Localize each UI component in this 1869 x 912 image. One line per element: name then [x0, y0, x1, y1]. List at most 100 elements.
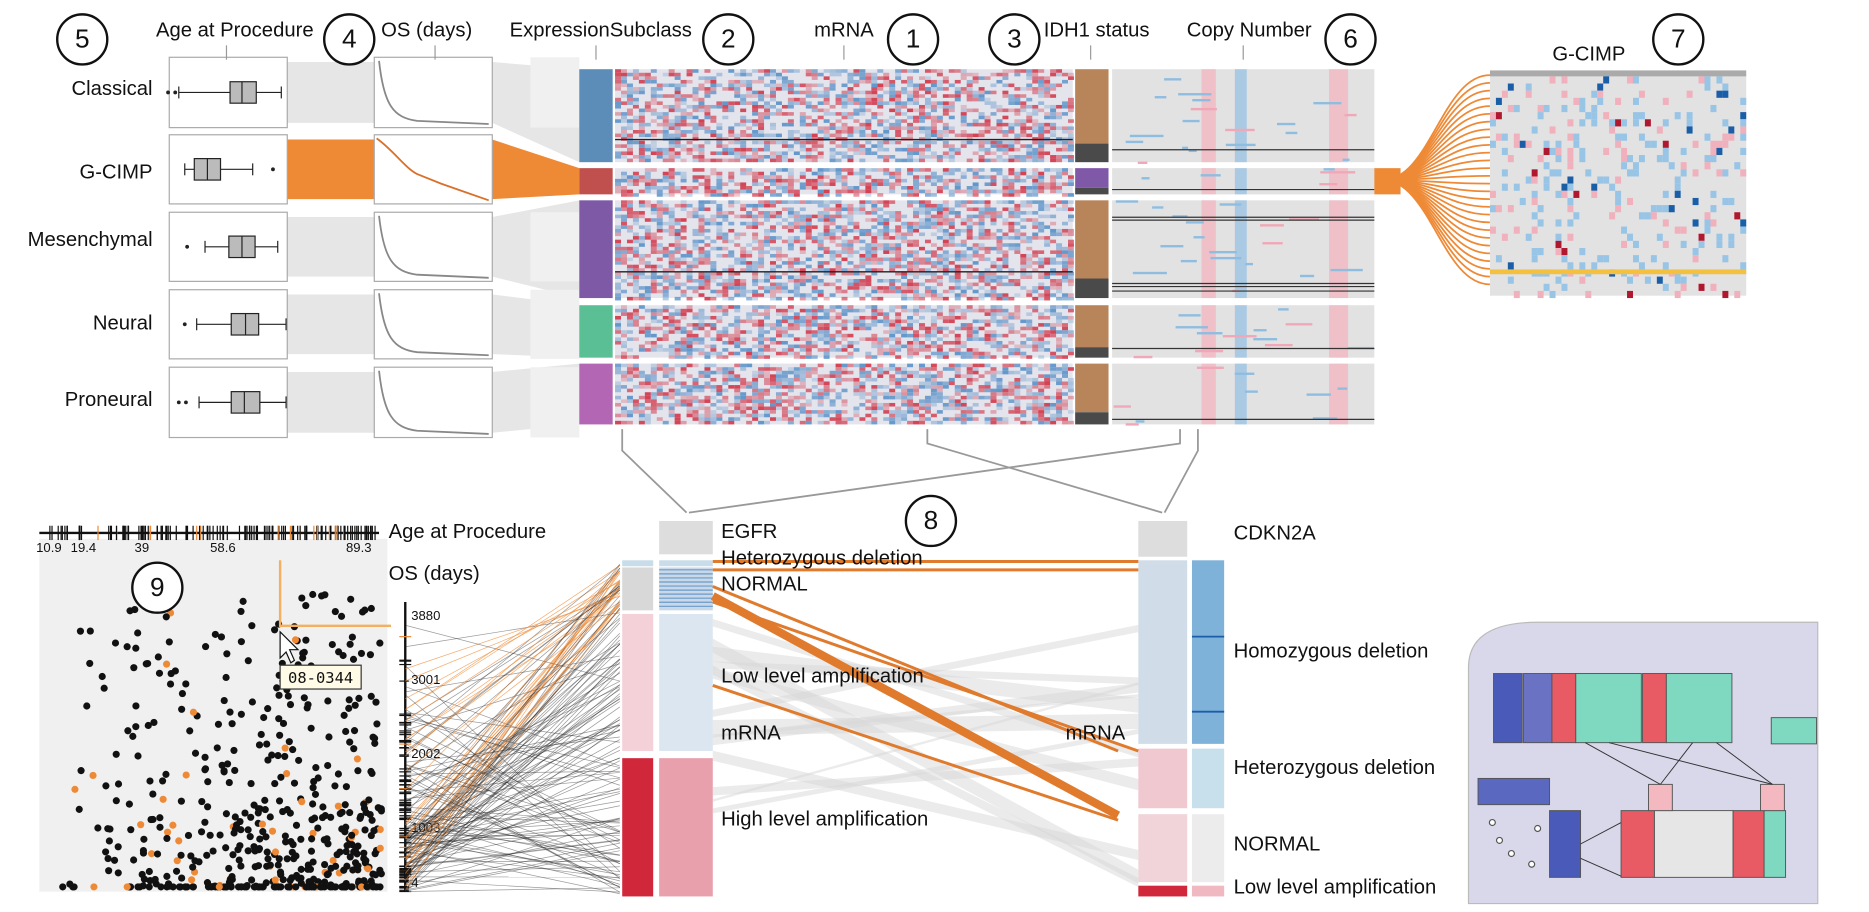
heatmap-cell	[811, 308, 818, 313]
heatmap-cell	[805, 69, 812, 73]
heatmap-cell	[775, 417, 782, 421]
heatmap-cell	[889, 264, 896, 269]
detail-cell	[1615, 205, 1622, 213]
heatmap-cell	[889, 189, 896, 194]
detail-cell	[1567, 262, 1574, 270]
heatmap-cell	[817, 144, 824, 148]
heatmap-cell	[746, 296, 753, 301]
heatmap-cell	[662, 178, 669, 183]
heatmap-cell	[632, 286, 639, 290]
heatmap-cell	[674, 144, 681, 148]
heatmap-cell	[865, 253, 872, 258]
heatmap-cell	[835, 94, 842, 98]
heatmap-cell	[662, 308, 669, 313]
detail-cell	[1573, 212, 1580, 220]
heatmap-cell	[632, 155, 639, 159]
heatmap-cell	[871, 417, 878, 421]
heatmap-cell	[948, 315, 955, 320]
heatmap-cell	[722, 286, 729, 290]
heatmap-cell	[930, 182, 937, 187]
heatmap-cell	[811, 370, 818, 375]
heatmap-cell	[787, 305, 794, 309]
heatmap-cell	[615, 104, 622, 109]
heatmap-cell	[919, 374, 925, 378]
heatmap-cell	[907, 278, 914, 283]
heatmap-cell	[638, 286, 645, 290]
heatmap-cell	[728, 104, 735, 109]
heatmap-cell	[1038, 203, 1045, 208]
heatmap-cell	[656, 312, 663, 316]
heatmap-cell	[984, 147, 991, 152]
heatmap-cell	[662, 155, 669, 159]
copy-segment	[1313, 101, 1342, 105]
heatmap-cell	[1002, 200, 1009, 204]
heatmap-cell	[865, 218, 872, 222]
heatmap-cell	[871, 79, 878, 84]
heatmap-cell	[823, 348, 830, 352]
x-tick-label: 89.3	[346, 540, 372, 555]
heatmap-cell	[954, 168, 961, 172]
heatmap-cell	[704, 76, 711, 80]
heatmap-cell	[901, 286, 908, 290]
heatmap-cell	[692, 286, 699, 290]
heatmap-cell	[770, 399, 776, 403]
heatmap-cell	[638, 296, 645, 301]
heatmap-cell	[1020, 410, 1027, 414]
heatmap-cell	[835, 377, 842, 382]
heatmap-cell	[668, 178, 675, 183]
heatmap-cell	[901, 232, 908, 237]
heatmap-cell	[936, 275, 943, 279]
heatmap-cell	[656, 243, 663, 247]
heatmap-cell	[692, 207, 699, 212]
heatmap-cell	[692, 94, 699, 98]
heatmap-cell	[615, 340, 622, 345]
heatmap-cell	[1032, 348, 1039, 352]
heatmap-cell	[704, 385, 711, 389]
detail-top	[1489, 70, 1747, 77]
heatmap-cell	[960, 140, 967, 145]
heatmap-cell	[1068, 296, 1074, 301]
heatmap-cell	[901, 214, 908, 219]
heatmap-cell	[668, 72, 675, 77]
heatmap-cell	[889, 97, 896, 102]
heatmap-cell	[984, 363, 991, 368]
heatmap-cell	[1062, 420, 1068, 425]
heatmap-cell	[835, 410, 842, 414]
copy-segment	[1276, 122, 1296, 126]
heatmap-cell	[1032, 69, 1039, 73]
heatmap-cell	[1038, 282, 1045, 287]
heatmap-cell	[662, 115, 669, 120]
heatmap-cell	[823, 87, 830, 91]
heatmap-cell	[758, 175, 765, 179]
heatmap-cell	[835, 158, 842, 163]
heatmap-cell	[650, 147, 657, 152]
heatmap-cell	[954, 151, 961, 156]
heatmap-cell	[770, 97, 776, 102]
heatmap-cell	[984, 271, 991, 276]
heatmap-cell	[966, 228, 973, 233]
heatmap-cell	[787, 214, 794, 219]
heatmap-cell	[704, 90, 711, 95]
heatmap-cell	[942, 129, 949, 134]
heatmap-cell	[901, 410, 908, 414]
heatmap-cell	[787, 228, 794, 233]
heatmap-cell	[621, 330, 627, 334]
heatmap-cell	[877, 236, 884, 240]
heatmap-cell	[913, 175, 920, 179]
heatmap-cell	[734, 200, 741, 204]
heatmap-cell	[978, 296, 985, 301]
heatmap-cell	[638, 348, 645, 352]
heatmap-cell	[972, 122, 979, 127]
heatmap-cell	[883, 236, 890, 240]
heatmap-cell	[936, 330, 943, 334]
heatmap-cell	[924, 115, 931, 120]
heatmap-cell	[1068, 76, 1074, 80]
heatmap-cell	[1026, 151, 1033, 156]
heatmap-cell	[936, 261, 943, 265]
heatmap-cell	[859, 207, 866, 212]
detail-cell	[1501, 233, 1508, 241]
heatmap-cell	[901, 293, 908, 297]
heatmap-cell	[734, 417, 741, 421]
heatmap-cell	[674, 264, 681, 269]
heatmap-cell	[877, 232, 884, 237]
